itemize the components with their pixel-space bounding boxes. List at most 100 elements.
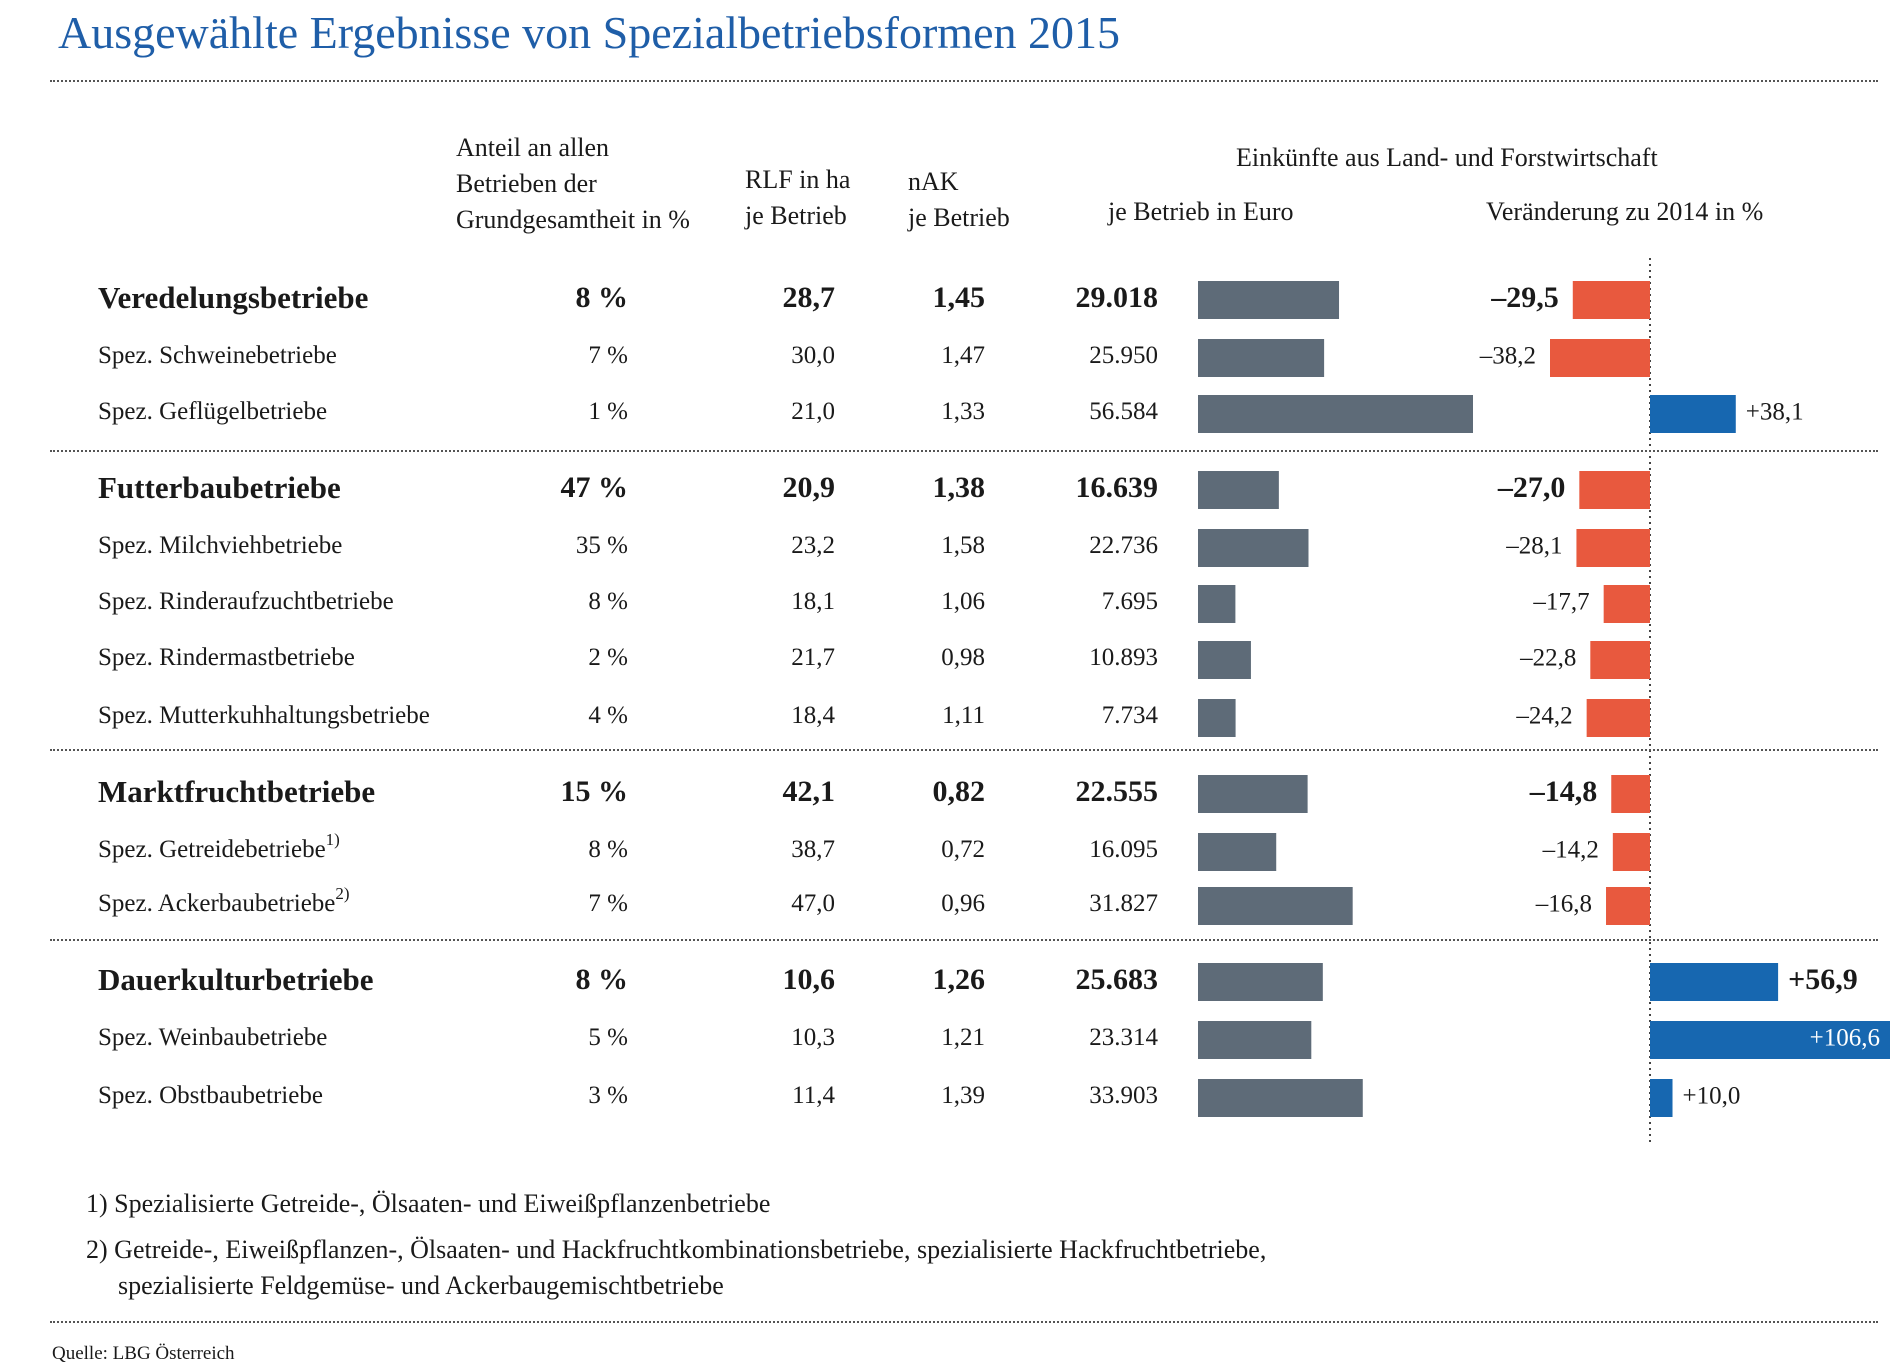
cell-nak: 0,72 (840, 835, 985, 865)
cell-rlf-text: 30,0 (791, 342, 835, 369)
cell-nak: 1,26 (840, 965, 986, 995)
cell-euro-text: 16.639 (1075, 471, 1159, 504)
change-label: –28,1 (1505, 533, 1562, 560)
header-nak: nAK je Betrieb (908, 164, 1010, 236)
cell-euro-text: 25.683 (1075, 963, 1159, 996)
income-bar (1198, 699, 1236, 737)
cell-rlf-text: 11,4 (792, 1082, 835, 1109)
divider-bottom (50, 1321, 1878, 1323)
cell-rlf: 30,0 (680, 341, 835, 371)
group-divider (50, 450, 1878, 452)
footnote-1: 1) Spezialisierte Getreide-, Ölsaaten- u… (86, 1186, 770, 1222)
change-bar-negative (1603, 585, 1650, 623)
change-label: –16,8 (1535, 891, 1592, 918)
footnote-text: Getreide-, Eiweißpflanzen-, Ölsaaten- un… (114, 1235, 1267, 1264)
change-bar-negative (1590, 641, 1650, 679)
cell-nak-text: 1,21 (941, 1024, 985, 1051)
cell-euro: 23.314 (1040, 1023, 1158, 1053)
cell-anteil: 2 % (480, 643, 628, 673)
footnote-marker: 2) (335, 884, 350, 903)
cell-anteil: 8 % (480, 965, 629, 995)
cell-anteil: 47 % (480, 471, 629, 504)
cell-nak-text: 1,38 (932, 471, 986, 504)
income-bar (1198, 529, 1309, 567)
row-name-text: Spez. Ackerbaubetriebe (98, 890, 336, 917)
chart-title: Ausgewählte Ergebnisse von Spezialbetrie… (58, 7, 1120, 58)
cell-nak-text: 1,39 (941, 1082, 985, 1109)
row-name: Spez. Rindermastbetriebe (98, 643, 355, 673)
cell-rlf-text: 21,0 (791, 398, 835, 425)
income-bar (1198, 641, 1251, 679)
cell-anteil-text: 15 % (560, 775, 629, 808)
cell-anteil: 4 % (480, 701, 628, 731)
row-name-text: Spez. Schweinebetriebe (98, 342, 337, 369)
cell-nak: 1,58 (840, 531, 985, 561)
change-label: –14,2 (1542, 837, 1599, 864)
header-rlf: RLF in ha je Betrieb (745, 162, 850, 234)
header-einkuenfte: Einkünfte aus Land- und Forstwirtschaft (1236, 143, 1658, 172)
change-label: +106,6 (1810, 1025, 1880, 1052)
cell-nak-text: 0,72 (941, 836, 985, 863)
cell-euro: 22.736 (1040, 531, 1158, 561)
change-label: –27,0 (1497, 471, 1566, 504)
cell-rlf-text: 20,9 (782, 471, 836, 504)
row-name: Spez. Getreidebetriebe1) (98, 831, 340, 865)
cell-rlf: 10,3 (680, 1023, 835, 1053)
cell-rlf: 23,2 (680, 531, 835, 561)
cell-nak-text: 1,06 (941, 588, 985, 615)
row-name: Spez. Geflügelbetriebe (98, 397, 327, 427)
change-label: –14,8 (1529, 775, 1598, 808)
header-anteil-line: Grundgesamtheit in % (456, 205, 690, 234)
cell-anteil: 35 % (480, 531, 628, 561)
row-name-text: Spez. Weinbaubetriebe (98, 1024, 328, 1051)
row-name: Veredelungsbetriebe (98, 282, 368, 313)
cell-euro-text: 10.893 (1089, 644, 1158, 671)
footnote-2-continuation: spezialisierte Feldgemüse- und Ackerbaug… (118, 1271, 724, 1300)
cell-rlf: 38,7 (680, 835, 835, 865)
cell-euro: 7.695 (1040, 587, 1158, 617)
income-bar (1198, 585, 1236, 623)
cell-euro-text: 22.555 (1075, 775, 1159, 808)
footnote-number: 1) (86, 1189, 108, 1218)
cell-nak: 1,47 (840, 341, 985, 371)
row-name: Spez. Milchviehbetriebe (98, 531, 342, 561)
cell-nak-text: 1,33 (941, 398, 985, 425)
change-bar-negative (1576, 529, 1650, 567)
cell-nak: 1,11 (840, 701, 985, 731)
income-bar (1198, 887, 1353, 925)
cell-anteil-text: 8 % (588, 836, 628, 863)
header-rlf-line: RLF in ha (745, 165, 851, 194)
cell-rlf-text: 10,3 (791, 1024, 835, 1051)
change-label: +38,1 (1746, 399, 1804, 426)
row-name-text: Spez. Milchviehbetriebe (98, 532, 343, 559)
cell-euro-text: 23.314 (1089, 1024, 1158, 1051)
cell-anteil-text: 47 % (560, 471, 629, 504)
change-bar-positive (1650, 395, 1736, 433)
cell-rlf-text: 10,6 (782, 963, 836, 996)
row-name: Spez. Ackerbaubetriebe2) (98, 885, 350, 919)
cell-rlf-text: 38,7 (791, 836, 835, 863)
cell-euro: 25.683 (1040, 963, 1159, 996)
divider-top (50, 80, 1878, 82)
cell-anteil: 8 % (480, 587, 628, 617)
cell-nak: 1,39 (840, 1081, 985, 1111)
cell-rlf: 18,1 (680, 587, 835, 617)
cell-anteil-text: 1 % (588, 398, 628, 425)
cell-rlf: 28,7 (680, 283, 836, 313)
cell-anteil-text: 35 % (575, 532, 628, 559)
cell-anteil: 7 % (480, 889, 628, 919)
income-bar (1198, 471, 1279, 509)
change-bar-negative (1612, 833, 1650, 871)
footnote-text: Spezialisierte Getreide-, Ölsaaten- und … (114, 1189, 771, 1218)
income-bar (1198, 1079, 1363, 1117)
cell-anteil-text: 8 % (575, 281, 629, 314)
cell-rlf: 42,1 (680, 775, 836, 808)
cell-euro: 16.639 (1040, 471, 1159, 504)
cell-rlf: 21,0 (680, 397, 835, 427)
cell-rlf-text: 42,1 (782, 775, 836, 808)
cell-anteil-text: 7 % (588, 342, 628, 369)
cell-anteil: 5 % (480, 1023, 628, 1053)
cell-nak-text: 1,45 (932, 281, 986, 314)
cell-euro-text: 22.736 (1089, 532, 1158, 559)
